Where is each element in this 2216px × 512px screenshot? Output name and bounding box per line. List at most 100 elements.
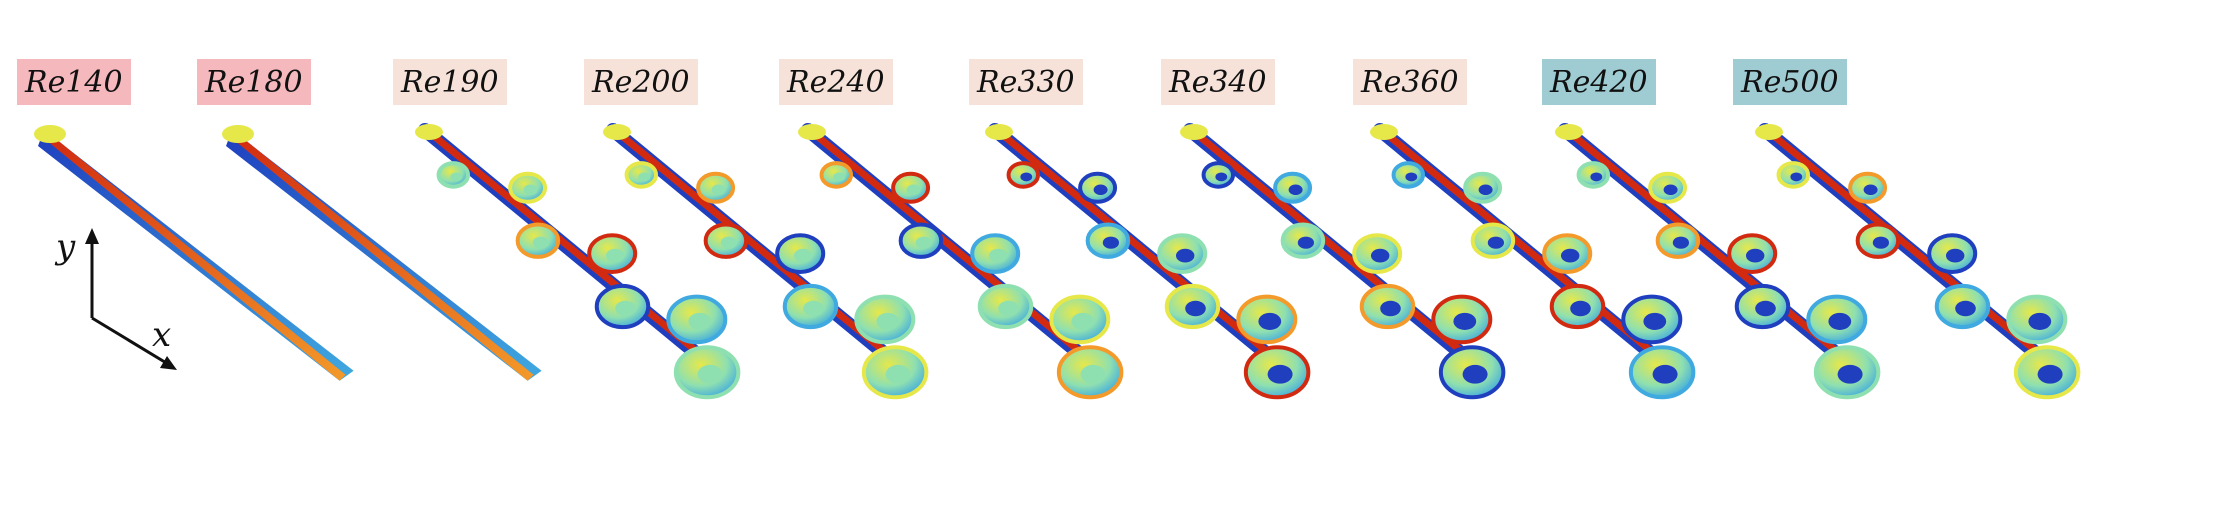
vortex-ring-core [1863, 184, 1878, 196]
wake-core-red [1765, 128, 2046, 360]
wake-7 [1180, 123, 1506, 400]
vortex-ring-core [615, 300, 636, 317]
vortex-ring-core [876, 312, 900, 330]
panel-label-re500: Re500 [1733, 59, 1847, 105]
vortex-ring-core [606, 248, 625, 263]
x-axis-line [91, 316, 169, 366]
wake-core-red [1380, 128, 1661, 360]
vortex-ring-core [532, 236, 550, 249]
vortex-ring-core [1102, 236, 1119, 249]
body-head [603, 124, 631, 140]
vortex-ring-core [638, 172, 651, 182]
wake-panels [34, 123, 2081, 400]
wake-1 [34, 125, 354, 381]
vortex-ring-core [1453, 312, 1477, 330]
body-head [985, 124, 1013, 140]
body-head [222, 125, 254, 143]
vortex-ring-core [1672, 236, 1689, 249]
panel-label-re140: Re140 [17, 59, 131, 105]
vortex-ring-core [711, 184, 726, 196]
wake-core-red [613, 128, 894, 360]
vortex-ring-core [1371, 248, 1390, 263]
panel-label-re240: Re240 [779, 59, 893, 105]
vortex-ring-core [1185, 300, 1206, 317]
wake-core-red [1565, 128, 1846, 360]
y-axis-label: y [54, 227, 76, 267]
vortex-ring-core [1487, 236, 1504, 249]
vortex-ring-core [803, 300, 824, 317]
vortex-ring-core [1215, 172, 1228, 182]
vortex-ring-core [1478, 184, 1493, 196]
vortex-ring-core [1872, 236, 1889, 249]
panel-label-re190: Re190 [393, 59, 507, 105]
wake-3 [415, 123, 741, 400]
x-axis-arrowhead [160, 356, 177, 370]
vortex-ring-core [1955, 300, 1976, 317]
vortex-ring-core [1755, 300, 1776, 317]
vortex-ring-core [1946, 248, 1965, 263]
wake-6 [985, 123, 1311, 400]
vortex-ring-core [688, 312, 712, 330]
vortex-ring-core [1663, 184, 1678, 196]
vortex-ring-core [833, 172, 846, 182]
wake-5 [798, 123, 1124, 400]
vortex-ring-core [1297, 236, 1314, 249]
body-head [1180, 124, 1208, 140]
vortex-ring-core [1643, 312, 1667, 330]
vortex-ring-core [697, 364, 723, 384]
vortex-ring-core [1561, 248, 1580, 263]
panel-label-re420: Re420 [1542, 59, 1656, 105]
vortex-ring-core [998, 300, 1019, 317]
vortex-ring-core [794, 248, 813, 263]
wake-10 [1755, 123, 2081, 400]
vortex-ring-core [1590, 172, 1603, 182]
wake-core-red [1190, 128, 1471, 360]
vortex-ring-core [1093, 184, 1108, 196]
vortex-ring-core [989, 248, 1008, 263]
wake-core-red [995, 128, 1276, 360]
vortex-ring-core [1462, 364, 1488, 384]
vortex-ring-core [1288, 184, 1303, 196]
vortex-ring-core [915, 236, 933, 249]
vortex-ring-core [1828, 312, 1852, 330]
wake-thread-warm [234, 134, 534, 381]
panel-label-re200: Re200 [584, 59, 698, 105]
vortex-ring-core [1267, 364, 1293, 384]
vortex-ring-core [906, 184, 921, 196]
wake-core-red [808, 128, 1089, 360]
vortex-ring-core [1258, 312, 1282, 330]
y-axis-arrowhead [85, 228, 99, 244]
wake-8 [1370, 123, 1696, 400]
x-axis-label: x [152, 315, 171, 355]
vortex-ring-core [1570, 300, 1591, 317]
vortex-ring-core [1020, 172, 1033, 182]
body-head [415, 124, 443, 140]
vortex-ring-core [2037, 364, 2063, 384]
vortex-ring-core [720, 236, 738, 249]
panel-label-re340: Re340 [1161, 59, 1275, 105]
vortex-ring-core [1746, 248, 1765, 263]
wake-4 [603, 123, 929, 400]
body-head [1755, 124, 1783, 140]
body-head [798, 124, 826, 140]
wake-core-red [425, 128, 706, 360]
vortex-ring-core [1405, 172, 1418, 182]
body-head [1555, 124, 1583, 140]
body-head [1370, 124, 1398, 140]
vortex-ring-core [1837, 364, 1863, 384]
panel-label-re360: Re360 [1353, 59, 1467, 105]
vortex-ring-core [523, 184, 538, 196]
wake-9 [1555, 123, 1881, 400]
vortex-ring-core [1071, 312, 1095, 330]
vortex-ring-core [1380, 300, 1401, 317]
wake-2 [222, 125, 542, 381]
panel-label-re330: Re330 [969, 59, 1083, 105]
vortex-ring-core [450, 172, 463, 182]
vortex-ring-core [1652, 364, 1678, 384]
vortex-ring-core [1790, 172, 1803, 182]
body-head [34, 125, 66, 143]
vortex-ring-core [2028, 312, 2052, 330]
wake-thread-warm [46, 134, 346, 381]
vortex-ring-core [1080, 364, 1106, 384]
